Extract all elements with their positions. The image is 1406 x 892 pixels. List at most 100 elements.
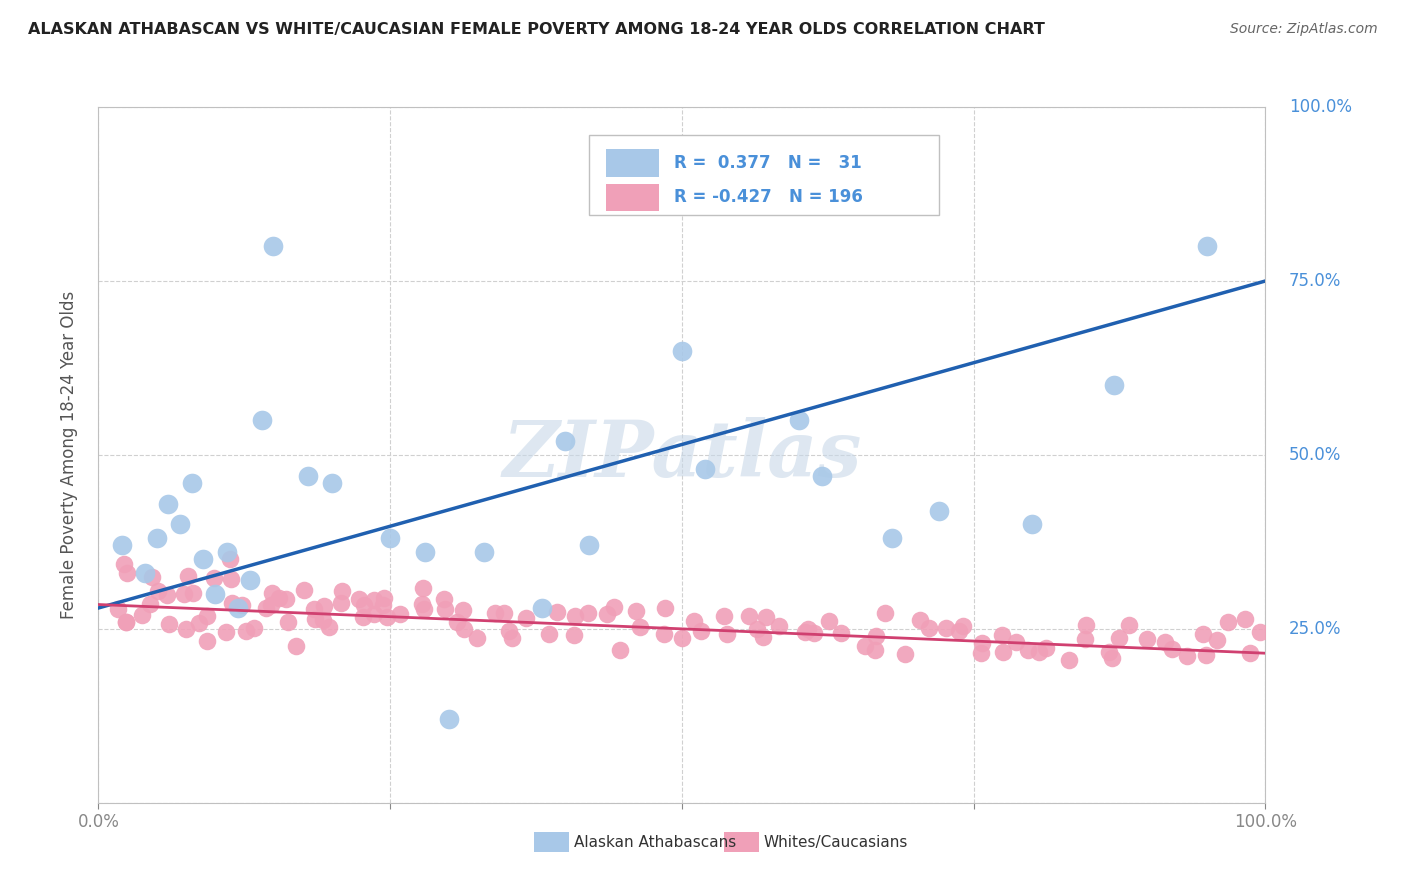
Point (219, 552, 242, 566)
Point (1102, 378, 1125, 392)
Point (1021, 517, 1043, 532)
Point (716, 627, 738, 641)
Point (146, 532, 169, 546)
Y-axis label: Female Poverty Among 18-24 Year Olds: Female Poverty Among 18-24 Year Olds (59, 291, 77, 619)
Point (262, 586, 284, 600)
Point (793, 625, 815, 640)
Point (446, 615, 468, 629)
Point (115, 615, 138, 629)
Point (453, 602, 475, 616)
Point (215, 545, 238, 559)
Point (908, 614, 931, 628)
Point (195, 634, 218, 648)
Point (139, 597, 162, 611)
Point (811, 468, 834, 483)
Bar (606, 149, 658, 177)
Point (373, 598, 395, 612)
Text: 75.0%: 75.0% (1289, 272, 1341, 290)
Point (177, 569, 200, 583)
Point (411, 597, 433, 611)
Point (235, 624, 257, 639)
Point (389, 607, 412, 621)
Point (437, 712, 460, 726)
Point (195, 609, 218, 624)
Point (671, 343, 693, 358)
Point (603, 599, 626, 614)
Point (752, 630, 775, 644)
Point (157, 616, 180, 631)
Point (304, 612, 326, 626)
Point (562, 627, 585, 641)
Point (363, 607, 385, 621)
Point (993, 645, 1015, 659)
Point (465, 631, 488, 645)
Point (274, 592, 297, 607)
Point (157, 497, 180, 511)
Point (155, 588, 177, 602)
Point (1192, 627, 1215, 641)
Point (1074, 632, 1097, 646)
Point (1249, 624, 1271, 639)
Point (1057, 653, 1080, 667)
Point (1035, 640, 1057, 655)
Point (576, 606, 599, 620)
Point (375, 609, 398, 624)
Point (970, 646, 993, 660)
FancyBboxPatch shape (589, 135, 939, 215)
Point (713, 608, 735, 623)
Point (472, 545, 495, 559)
Point (880, 532, 903, 546)
Point (797, 623, 820, 637)
Point (239, 573, 262, 587)
Point (312, 614, 335, 628)
Point (624, 604, 647, 618)
Point (112, 557, 135, 571)
Point (176, 622, 198, 636)
Point (578, 538, 600, 552)
Point (373, 591, 395, 606)
Point (228, 601, 250, 615)
Point (515, 611, 537, 625)
Text: 100.0%: 100.0% (1289, 98, 1351, 116)
Point (378, 532, 402, 546)
Point (894, 647, 917, 661)
Point (202, 571, 225, 585)
Point (865, 629, 887, 643)
Point (787, 413, 810, 427)
Point (1098, 645, 1121, 659)
Point (546, 605, 568, 619)
Point (654, 626, 676, 640)
Point (1101, 651, 1123, 665)
Point (830, 626, 852, 640)
Point (970, 636, 993, 650)
Point (747, 622, 769, 636)
Point (318, 620, 340, 634)
Point (453, 623, 475, 637)
Point (498, 624, 520, 638)
Point (141, 570, 163, 584)
Point (1177, 648, 1199, 663)
Point (564, 609, 586, 624)
Text: R = -0.427   N = 196: R = -0.427 N = 196 (673, 188, 863, 206)
Point (352, 610, 374, 624)
Point (596, 607, 619, 621)
Point (492, 607, 515, 621)
Point (484, 606, 506, 620)
Point (114, 615, 136, 629)
Point (1239, 646, 1261, 660)
Point (221, 596, 243, 610)
Point (332, 583, 354, 598)
Point (188, 616, 211, 631)
Bar (606, 184, 658, 211)
Point (853, 639, 876, 653)
Point (1205, 632, 1227, 647)
Point (952, 619, 974, 633)
Point (277, 615, 299, 629)
Point (501, 632, 523, 646)
Point (134, 566, 156, 581)
Point (314, 599, 336, 613)
Point (231, 599, 253, 613)
Point (302, 601, 325, 615)
Point (111, 538, 134, 552)
Point (292, 583, 315, 598)
